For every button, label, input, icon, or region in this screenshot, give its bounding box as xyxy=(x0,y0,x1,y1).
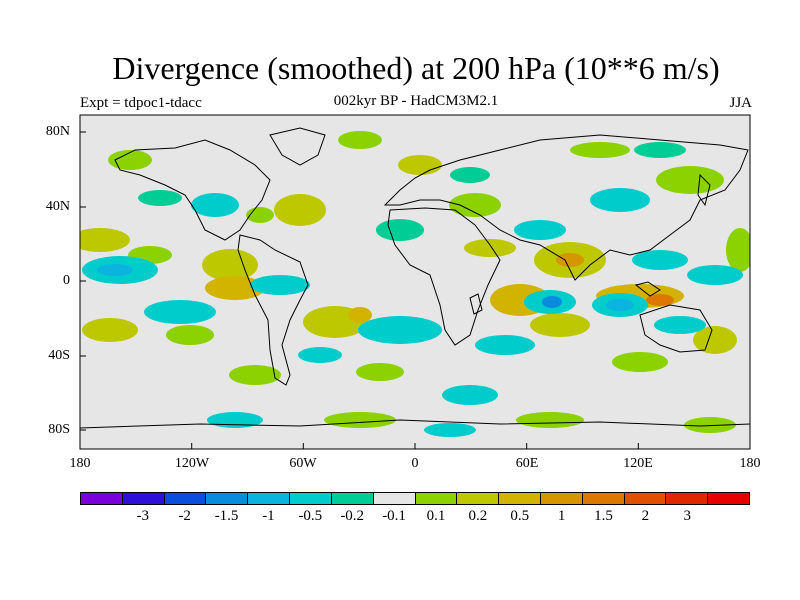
colorbar-label: 0.1 xyxy=(426,508,446,524)
lat-label-80s: 80S xyxy=(48,422,70,437)
colorbar-label: 1 xyxy=(557,508,566,524)
colorbar-label: -2 xyxy=(178,508,191,524)
colorbar-labels: -3 -2 -1.5 -1 -0.5 -0.2 -0.1 0.1 0.2 0.5 1 1.5 2 3 xyxy=(80,508,750,526)
colorbar-swatch xyxy=(624,493,667,504)
colorbar-swatch xyxy=(582,493,625,504)
colorbar-label: 0.5 xyxy=(510,508,530,524)
map-title: Divergence (smoothed) at 200 hPa (10**6 … xyxy=(112,50,720,86)
colorbar-swatch xyxy=(81,493,123,504)
colorbar-swatch xyxy=(331,493,374,504)
lat-label-0: 0 xyxy=(63,273,70,288)
lon-label-120w: 120W xyxy=(174,456,210,471)
divergence-field xyxy=(80,131,750,437)
season-label: JJA xyxy=(729,95,752,111)
colorbar xyxy=(80,492,750,505)
colorbar-swatch xyxy=(206,493,249,504)
axis-ticks xyxy=(79,131,751,449)
experiment-label: Expt = tdpoc1-tdacc xyxy=(80,95,202,111)
lon-label-180e: 180 xyxy=(739,456,761,471)
map-subtitle: 002kyr BP - HadCM3M2.1 xyxy=(333,93,499,109)
colorbar-swatch xyxy=(457,493,500,504)
colorbar-swatch xyxy=(708,493,749,504)
colorbar-swatch xyxy=(666,493,709,504)
colorbar-swatch xyxy=(540,493,583,504)
colorbar-swatch xyxy=(499,493,541,504)
coastlines xyxy=(80,127,750,429)
lon-label-0: 0 xyxy=(411,456,419,471)
colorbar-swatch xyxy=(122,493,165,504)
colorbar-label: -0.2 xyxy=(340,508,365,524)
colorbar-label: -0.5 xyxy=(298,508,323,524)
colorbar-label: -3 xyxy=(136,508,150,524)
lat-label-40n: 40N xyxy=(45,199,70,214)
colorbar-label: -1.5 xyxy=(214,508,239,524)
colorbar-label: 1.5 xyxy=(594,508,613,524)
colorbar-label: -0.1 xyxy=(382,508,406,524)
map-plot-area xyxy=(80,115,750,449)
lon-label-60w: 60W xyxy=(289,456,317,471)
lat-label-80n: 80N xyxy=(45,124,70,139)
lat-label-40s: 40S xyxy=(48,348,70,363)
colorbar-label: 2 xyxy=(641,508,650,524)
colorbar-label: -1 xyxy=(262,508,275,524)
colorbar-swatch xyxy=(248,493,291,504)
colorbar-swatch xyxy=(373,493,416,504)
colorbar-swatch xyxy=(164,493,207,504)
colorbar-label: 0.2 xyxy=(468,508,488,524)
lon-label-120e: 120E xyxy=(623,456,653,471)
colorbar-label: 3 xyxy=(683,508,691,524)
colorbar-swatch xyxy=(290,493,332,504)
lon-label-60e: 60E xyxy=(515,456,539,471)
lon-label-180w: 180 xyxy=(69,456,91,471)
colorbar-swatch xyxy=(415,493,458,504)
